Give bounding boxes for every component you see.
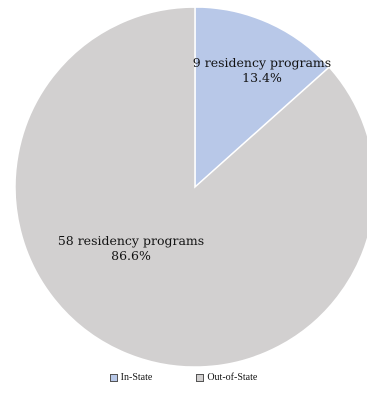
pie-slice-in-state [194,6,331,189]
pie-slices [14,6,367,368]
pie-slice-out-of-state [14,6,367,368]
legend-swatch-out-of-state [196,373,205,382]
slice-label-in-state-count: 9 residency programs [193,55,331,70]
legend-item-in-state: In-State [109,372,153,383]
slice-label-out-of-state-pct: 86.6% [111,248,151,263]
legend-swatch-in-state [109,373,118,382]
chart-legend: In-State Out-of-State [0,372,367,383]
legend-label-in-state: In-State [120,372,153,383]
slice-label-in-state-pct: 13.4% [242,70,282,85]
slice-label-out-of-state-count: 58 residency programs [58,233,204,248]
legend-label-out-of-state: Out-of-State [207,372,258,383]
pie-labels: 9 residency programs 13.4% 58 residency … [58,55,331,263]
legend-item-out-of-state: Out-of-State [196,372,257,383]
